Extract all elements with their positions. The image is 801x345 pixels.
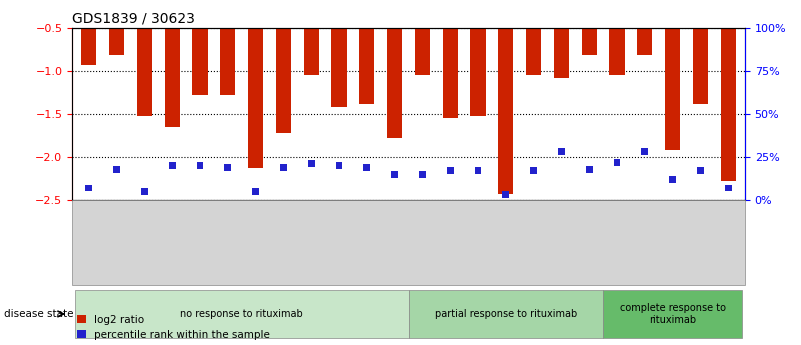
Bar (697, 167, 704, 174)
Bar (637, 0, 653, 55)
Legend: log2 ratio, percentile rank within the sample: log2 ratio, percentile rank within the s… (78, 315, 270, 340)
Bar (530, 167, 537, 174)
Bar (498, 0, 513, 194)
Bar (586, 166, 593, 172)
Bar (415, 0, 430, 75)
Bar (364, 164, 370, 171)
Bar (359, 0, 374, 104)
Bar (252, 188, 259, 195)
Bar (582, 0, 597, 55)
Bar (610, 0, 625, 75)
Bar (276, 0, 291, 133)
Bar (419, 171, 426, 178)
Text: disease state: disease state (4, 309, 74, 319)
Bar (391, 171, 398, 178)
Bar (614, 159, 621, 166)
Bar (336, 162, 343, 169)
Text: GDS1839 / 30623: GDS1839 / 30623 (72, 11, 195, 25)
Bar (196, 162, 203, 169)
Bar (248, 0, 264, 168)
Bar (224, 164, 231, 171)
Bar (526, 0, 541, 75)
Bar (86, 185, 92, 191)
Bar (192, 0, 207, 95)
Bar (308, 160, 315, 167)
Bar (553, 0, 569, 78)
Text: complete response to
rituximab: complete response to rituximab (620, 303, 726, 325)
Bar (665, 0, 680, 150)
Bar (502, 191, 509, 198)
Bar (721, 0, 736, 181)
Bar (141, 188, 148, 195)
Bar (220, 0, 235, 95)
Bar (474, 167, 481, 174)
Bar (113, 166, 120, 172)
Bar (725, 185, 731, 191)
Bar (280, 164, 287, 171)
Bar (558, 148, 565, 155)
Bar (304, 0, 319, 75)
Bar (470, 0, 485, 117)
Bar (387, 0, 402, 138)
Text: partial response to rituximab: partial response to rituximab (435, 309, 577, 319)
Bar (137, 0, 152, 116)
Bar (81, 0, 96, 65)
Bar (669, 176, 676, 183)
Bar (332, 0, 347, 107)
Text: no response to rituximab: no response to rituximab (180, 309, 303, 319)
Bar (447, 167, 453, 174)
Bar (164, 0, 180, 127)
Bar (642, 148, 648, 155)
Bar (169, 162, 175, 169)
Bar (693, 0, 708, 104)
Bar (443, 0, 458, 118)
Bar (109, 0, 124, 55)
